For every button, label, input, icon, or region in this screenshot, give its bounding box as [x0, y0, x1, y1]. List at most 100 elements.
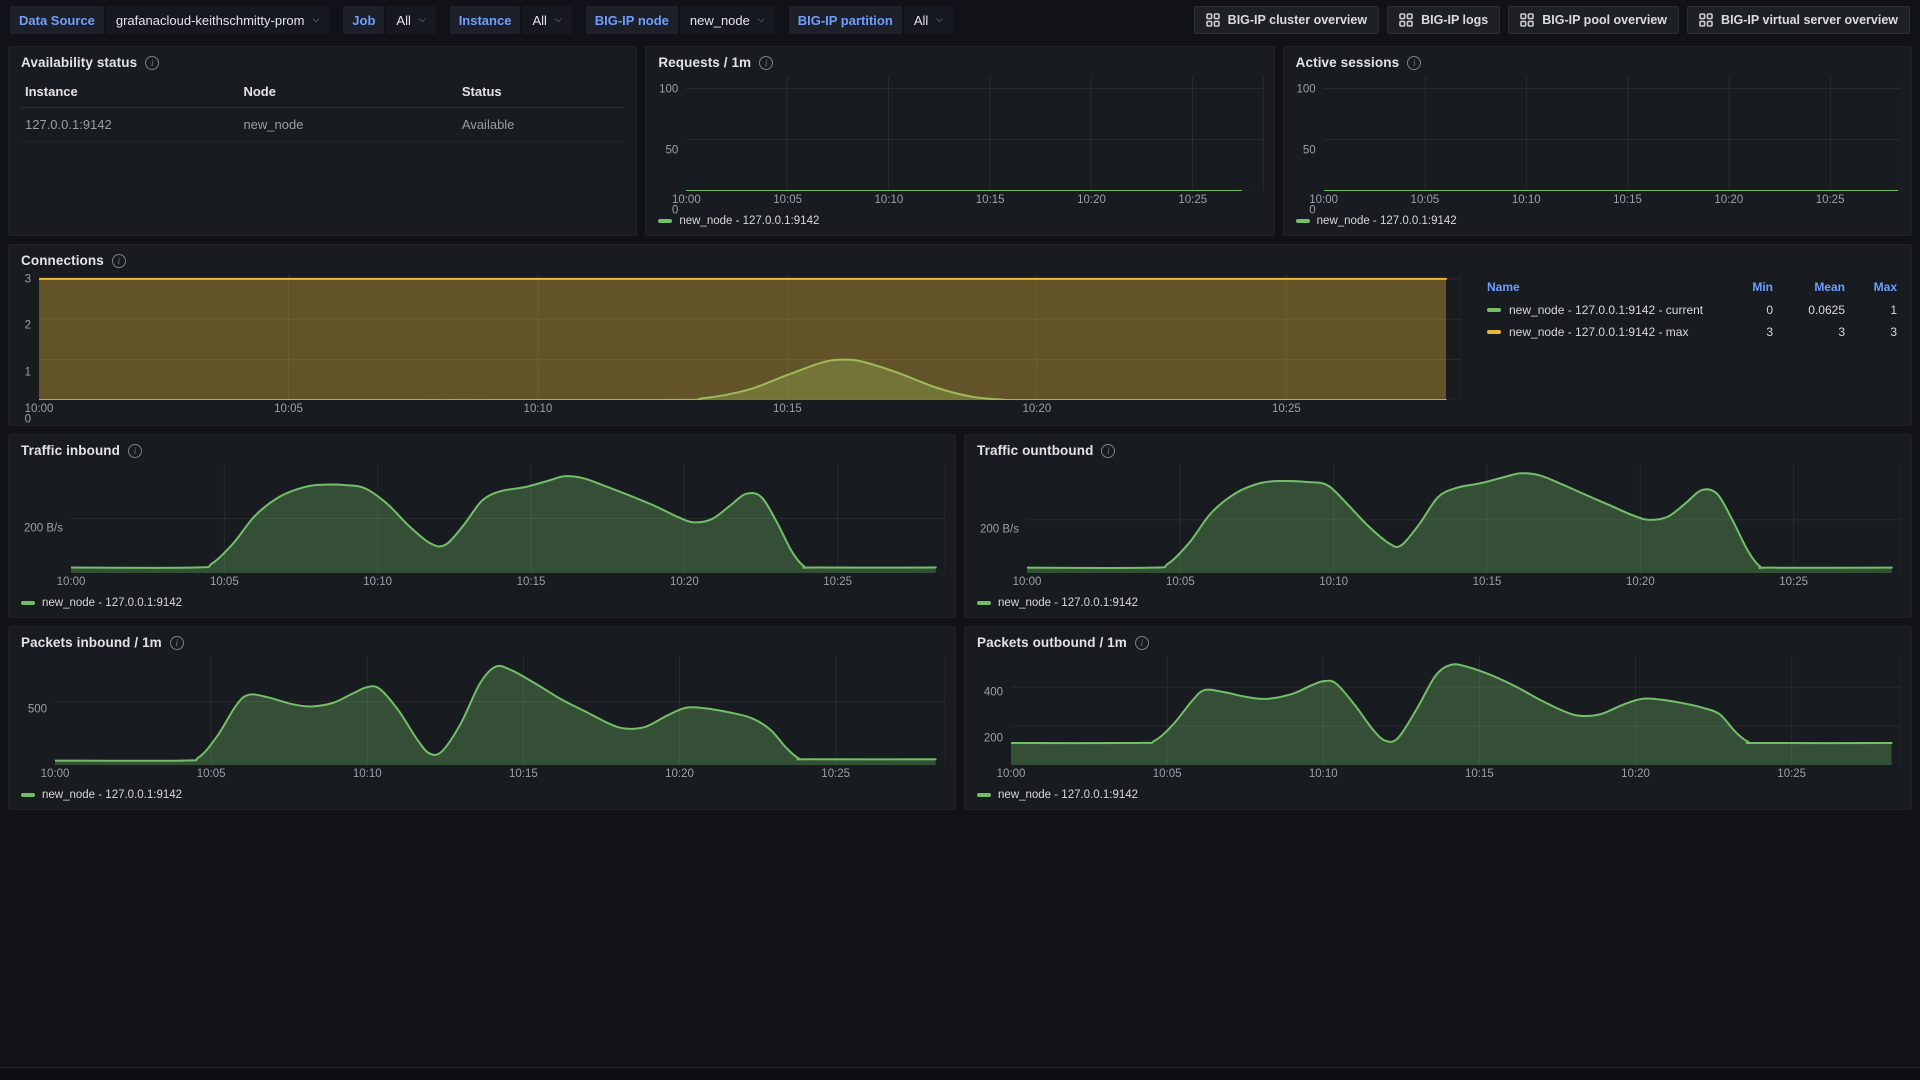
traffic-inbound-panel-header[interactable]: Traffic inbound i: [9, 435, 955, 460]
column-header-instance[interactable]: Instance: [21, 76, 240, 108]
x-tick-label: 10:10: [874, 194, 904, 206]
variable-datasource-picker[interactable]: grafanacloud-keithschmitty-prom ⌵: [105, 6, 330, 34]
legend-row-max[interactable]: new_node - 127.0.0.1:9142 - max 3 3 3: [1487, 321, 1897, 343]
variable-datasource-label: Data Source: [10, 6, 104, 34]
legend-item[interactable]: new_node - 127.0.0.1:9142: [977, 597, 1138, 609]
variable-bigip-partition: BIG-IP partition All ⌵: [788, 6, 954, 34]
info-icon[interactable]: i: [169, 635, 184, 650]
legend-label: new_node - 127.0.0.1:9142: [1316, 215, 1457, 227]
series-name: new_node - 127.0.0.1:9142 - max: [1509, 325, 1689, 339]
link-bigip-cluster-overview[interactable]: BIG-IP cluster overview: [1193, 6, 1380, 34]
legend-column-mean[interactable]: Mean: [1814, 280, 1845, 294]
variable-job-picker[interactable]: All ⌵: [386, 6, 436, 34]
legend-swatch: [1295, 219, 1310, 223]
connections-chart[interactable]: 0 1 2 3 10:00 10:05 10:10 10:15 10:20 10:25: [9, 270, 1471, 425]
plot-area[interactable]: [1324, 76, 1901, 191]
x-tick-label: 10:15: [975, 194, 1005, 206]
variable-instance-picker[interactable]: All ⌵: [522, 6, 572, 34]
packets-outbound-chart[interactable]: 200 400 10:00 10:05 10:10 10:15 10:20 10:25 new_…: [965, 652, 1911, 809]
packets-outbound-panel-header[interactable]: Packets outbound / 1m i: [965, 627, 1911, 652]
y-tick-label: 3: [24, 273, 31, 286]
variable-bigip-partition-picker[interactable]: All ⌵: [903, 6, 954, 34]
info-icon[interactable]: i: [1101, 443, 1116, 458]
legend-column-min[interactable]: Min: [1752, 280, 1773, 294]
traffic-outbound-panel-header[interactable]: Traffic ountbound i: [965, 435, 1911, 460]
variable-instance-label: Instance: [449, 6, 521, 34]
series-min: 0: [1766, 303, 1773, 317]
x-tick-label: 10:20: [1714, 194, 1744, 206]
y-axis: 0 50 100: [652, 76, 686, 217]
column-header-status[interactable]: Status: [457, 76, 625, 108]
active-sessions-chart[interactable]: 0 50 100 10:00 10:05 10:10 10:15 10:20 10:25 new_…: [1284, 72, 1911, 235]
x-tick-label: 10:10: [1308, 768, 1338, 780]
legend-item[interactable]: new_node - 127.0.0.1:9142: [977, 789, 1138, 801]
chart-legend: new_node - 127.0.0.1:9142: [15, 594, 945, 612]
variable-job: Job All ⌵: [343, 6, 436, 34]
x-tick-label: 10:10: [363, 576, 393, 588]
legend-column-max[interactable]: Max: [1873, 280, 1897, 294]
info-icon[interactable]: i: [1134, 635, 1149, 650]
link-bigip-logs[interactable]: BIG-IP logs: [1387, 6, 1501, 34]
info-icon[interactable]: i: [111, 253, 126, 268]
traffic-inbound-chart[interactable]: 200 B/s 10:00 10:05 10:10 10:15 10:20 10:25 new…: [9, 460, 955, 617]
x-tick-label: 10:20: [665, 768, 694, 780]
active-sessions-panel-header[interactable]: Active sessions i: [1284, 47, 1911, 72]
variable-bigip-node-picker[interactable]: new_node ⌵: [679, 6, 775, 34]
dashboard-links: BIG-IP cluster overview BIG-IP logs BIG-…: [1193, 6, 1910, 34]
info-icon[interactable]: i: [145, 55, 160, 70]
link-bigip-virtual-server-overview[interactable]: BIG-IP virtual server overview: [1687, 6, 1910, 34]
availability-panel-header[interactable]: Availability status i: [9, 47, 636, 72]
legend-column-name[interactable]: Name: [1487, 280, 1520, 294]
requests-chart[interactable]: 0 50 100 10:00 10:05 10:10 10:15 10:20 10:25 new_…: [646, 72, 1273, 235]
plot-area[interactable]: [686, 76, 1263, 191]
panel-active-sessions: Active sessions i 0 50 100 10:00 10:05 10:10 1…: [1282, 46, 1912, 236]
x-axis: 10:00 10:05 10:10 10:15 10:20 10:25: [1309, 194, 1901, 211]
info-icon[interactable]: i: [1407, 55, 1422, 70]
legend-item[interactable]: new_node - 127.0.0.1:9142: [21, 597, 182, 609]
x-tick-label: 10:00: [1309, 194, 1339, 206]
legend-row-current[interactable]: new_node - 127.0.0.1:9142 - current 0 0.…: [1487, 299, 1897, 321]
panel-title: Active sessions: [1295, 55, 1400, 70]
connections-panel-header[interactable]: Connections i: [9, 245, 1911, 270]
legend-item[interactable]: new_node - 127.0.0.1:9142: [21, 789, 182, 801]
requests-panel-header[interactable]: Requests / 1m i: [646, 47, 1273, 72]
x-tick-label: 10:20: [1625, 576, 1655, 588]
x-tick-label: 10:00: [56, 576, 86, 588]
link-bigip-pool-overview[interactable]: BIG-IP pool overview: [1508, 6, 1680, 34]
variable-bigip-node-label: BIG-IP node: [585, 6, 678, 34]
y-tick-label: 400: [983, 686, 1003, 699]
plot-area[interactable]: [55, 656, 945, 765]
traffic-outbound-chart[interactable]: 200 B/s 10:00 10:05 10:10 10:15 10:20 10:25 new…: [965, 460, 1911, 617]
x-tick-label: 10:05: [274, 403, 303, 415]
plot-area[interactable]: [1011, 656, 1901, 765]
x-tick-label: 10:20: [669, 576, 699, 588]
series-min: 3: [1766, 325, 1773, 339]
chevron-down-icon: ⌵: [936, 13, 944, 24]
plot-area[interactable]: [71, 464, 945, 573]
legend-item[interactable]: new_node - 127.0.0.1:9142: [1295, 215, 1457, 227]
panel-title: Packets inbound / 1m: [21, 635, 162, 650]
packets-inbound-chart[interactable]: 500 10:00 10:05 10:10 10:15 10:20 10:25 new_nod…: [9, 652, 955, 809]
x-tick-label: 10:00: [40, 768, 70, 780]
info-icon[interactable]: i: [759, 55, 774, 70]
info-icon[interactable]: i: [128, 443, 142, 458]
x-tick-label: 10:00: [996, 768, 1026, 780]
dashboard-grid: Availability status i Instance Node Stat…: [0, 40, 1920, 1067]
x-tick-label: 10:25: [1178, 194, 1208, 206]
column-header-node[interactable]: Node: [239, 76, 458, 108]
variable-instance: Instance All ⌵: [449, 6, 572, 34]
variable-bigip-partition-label: BIG-IP partition: [788, 6, 902, 34]
x-tick-label: 10:25: [821, 768, 851, 780]
x-tick-label: 10:15: [1472, 576, 1502, 588]
legend-item[interactable]: new_node - 127.0.0.1:9142: [658, 215, 819, 227]
series-mean: 0.0625: [1808, 303, 1845, 317]
link-label: BIG-IP logs: [1421, 13, 1489, 27]
packets-inbound-panel-header[interactable]: Packets inbound / 1m i: [9, 627, 955, 652]
plot-area[interactable]: [1027, 464, 1901, 573]
x-tick-label: 10:20: [1077, 194, 1106, 206]
plot-area[interactable]: [39, 274, 1461, 400]
link-label: BIG-IP pool overview: [1542, 13, 1668, 27]
chart-legend: new_node - 127.0.0.1:9142: [971, 594, 1901, 612]
y-tick-label: 50: [1302, 144, 1316, 157]
x-tick-label: 10:15: [773, 403, 802, 415]
